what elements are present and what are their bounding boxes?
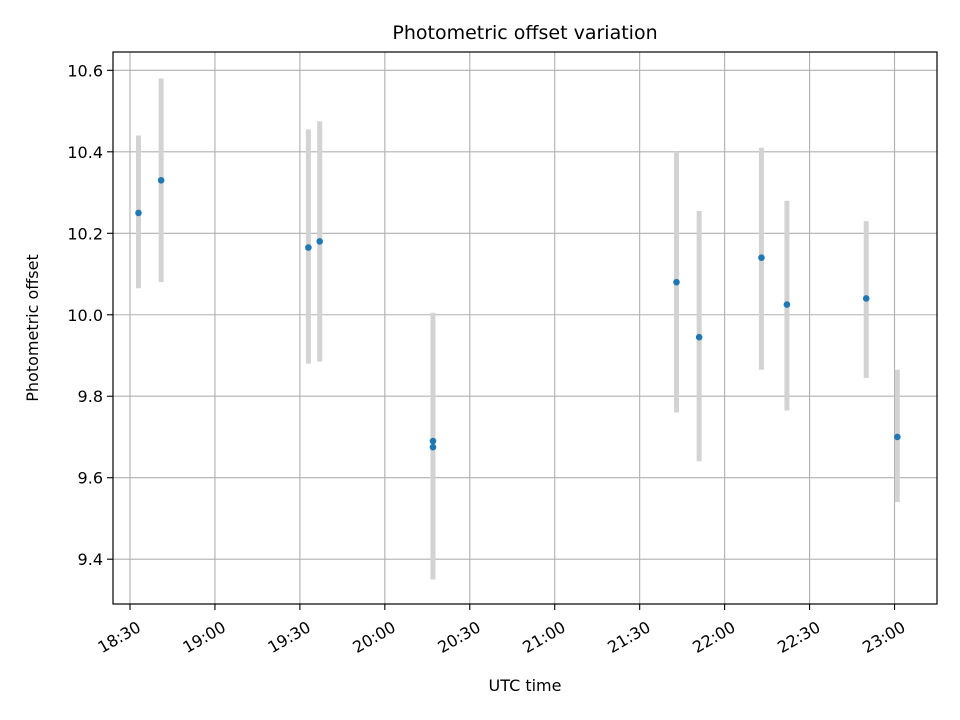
- chart-title: Photometric offset variation: [392, 22, 657, 44]
- y-tick-label: 10.0: [67, 306, 103, 325]
- y-tick-label: 9.4: [78, 550, 103, 569]
- data-point: [316, 238, 324, 245]
- y-tick-label: 10.2: [67, 224, 103, 243]
- data-point: [157, 177, 165, 184]
- data-point: [305, 244, 312, 251]
- y-tick-label: 9.8: [78, 387, 103, 406]
- data-point: [429, 437, 437, 445]
- y-axis-title: Photometric offset: [23, 254, 42, 402]
- data-point: [135, 209, 142, 217]
- data-point: [758, 254, 765, 262]
- y-tick-label: 10.4: [67, 143, 103, 162]
- data-point: [862, 295, 870, 302]
- data-point: [429, 443, 437, 451]
- data-point: [695, 333, 703, 341]
- y-tick-label: 10.6: [67, 61, 103, 80]
- data-point: [673, 278, 680, 286]
- plot-frame: [112, 51, 938, 605]
- grid: [113, 52, 937, 604]
- data-points: [135, 177, 901, 451]
- data-point: [894, 433, 901, 441]
- y-tick-label: 9.6: [78, 469, 103, 488]
- x-axis-title: UTC time: [489, 676, 562, 695]
- data-point: [783, 301, 791, 308]
